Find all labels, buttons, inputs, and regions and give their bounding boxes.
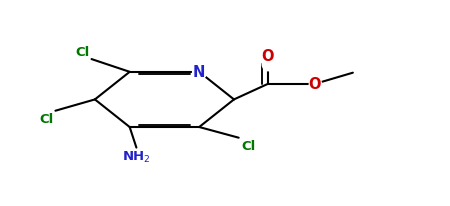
Text: O: O xyxy=(308,77,321,92)
Text: Cl: Cl xyxy=(75,45,89,58)
Text: Cl: Cl xyxy=(39,113,53,125)
Text: O: O xyxy=(261,49,274,63)
Text: NH$_2$: NH$_2$ xyxy=(122,149,151,164)
Text: N: N xyxy=(193,65,205,80)
Text: Cl: Cl xyxy=(241,139,255,152)
